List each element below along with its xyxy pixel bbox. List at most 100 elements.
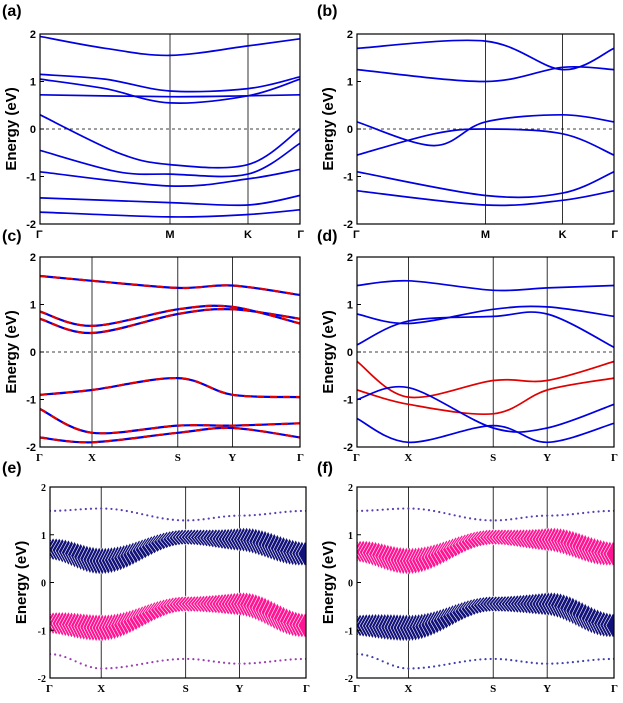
panel-e: (e)Energy (eV)210-1-2Γ X S Y Γ bbox=[2, 460, 310, 695]
y-tick-label: 2 bbox=[348, 483, 353, 494]
band-line bbox=[40, 274, 300, 297]
x-tick-label: X bbox=[97, 683, 105, 695]
band-line bbox=[357, 360, 614, 399]
y-tick-label: 0 bbox=[348, 579, 353, 590]
y-axis-label: Energy (eV) bbox=[3, 87, 20, 170]
panel-label: (d) bbox=[317, 228, 337, 245]
plot-frame bbox=[356, 486, 615, 679]
y-axis-label: Energy (eV) bbox=[320, 541, 337, 624]
y-tick-label: 0 bbox=[30, 124, 36, 136]
band-line bbox=[357, 377, 614, 416]
plot-area bbox=[357, 34, 614, 224]
thin-band bbox=[50, 507, 306, 522]
x-tick-label: S bbox=[183, 683, 189, 695]
plot-area bbox=[40, 257, 300, 447]
x-tick-label: Y bbox=[543, 683, 551, 695]
x-tick-label: Γ bbox=[36, 452, 43, 464]
y-tick-label: 1 bbox=[347, 300, 353, 312]
panel-b: (b)Energy (eV)210-1-2Γ M K Γ bbox=[317, 3, 618, 241]
panel-label: (b) bbox=[317, 3, 337, 20]
panel-a: (a)Energy (eV)210-1-2Γ M K Γ bbox=[2, 3, 304, 241]
y-tick-label: -1 bbox=[26, 172, 36, 184]
y-tick-label: 2 bbox=[41, 483, 46, 494]
x-tick-label: Γ bbox=[611, 683, 618, 695]
y-tick-label: 2 bbox=[30, 29, 36, 41]
y-tick-label: -2 bbox=[345, 674, 353, 685]
x-tick-label: Y bbox=[235, 683, 243, 695]
x-tick-label: Γ bbox=[46, 683, 53, 695]
y-tick-label: 0 bbox=[41, 579, 46, 590]
y-tick-label: 2 bbox=[347, 29, 353, 41]
band-line bbox=[40, 376, 300, 399]
y-tick-label: -2 bbox=[26, 219, 36, 231]
panel-d: (d)Energy (eV)210-1-2Γ X S Y Γ bbox=[317, 228, 618, 464]
y-tick-label: -2 bbox=[38, 674, 46, 685]
band-line bbox=[357, 65, 614, 83]
y-axis-label: Energy (eV) bbox=[3, 310, 20, 393]
band-line bbox=[357, 128, 614, 156]
x-tick-label: Y bbox=[543, 452, 551, 464]
band-line bbox=[40, 73, 300, 93]
x-tick-label: X bbox=[404, 452, 412, 464]
panel-label: (a) bbox=[2, 3, 22, 20]
band-line bbox=[357, 385, 614, 433]
y-tick-label: 0 bbox=[347, 347, 353, 359]
band-line bbox=[357, 189, 614, 207]
fat-band bbox=[357, 591, 614, 643]
band-line bbox=[40, 274, 300, 297]
band-line bbox=[40, 142, 300, 178]
panel-label: (e) bbox=[2, 460, 22, 477]
x-tick-label: Γ bbox=[611, 452, 618, 464]
x-tick-label: Γ bbox=[36, 229, 43, 241]
x-tick-label: S bbox=[490, 452, 496, 464]
x-tick-label: X bbox=[88, 452, 96, 464]
plot-area bbox=[357, 257, 614, 447]
panel-label: (f) bbox=[317, 460, 333, 477]
band-line bbox=[357, 113, 614, 147]
x-tick-label: Γ bbox=[353, 452, 360, 464]
band-line bbox=[357, 417, 614, 444]
x-tick-label: Γ bbox=[297, 452, 304, 464]
y-tick-label: 2 bbox=[347, 252, 353, 264]
band-line bbox=[40, 308, 300, 335]
y-tick-label: 1 bbox=[348, 531, 353, 542]
thin-band bbox=[50, 653, 306, 670]
y-tick-label: 1 bbox=[30, 300, 36, 312]
x-tick-label: Y bbox=[228, 452, 236, 464]
y-tick-label: -1 bbox=[345, 626, 353, 637]
y-tick-label: -1 bbox=[343, 395, 353, 407]
thin-band bbox=[357, 653, 614, 670]
x-tick-label: M bbox=[481, 229, 490, 241]
plot-area bbox=[357, 487, 614, 678]
band-line bbox=[357, 305, 614, 325]
band-line bbox=[40, 426, 300, 444]
band-line bbox=[357, 279, 614, 292]
band-line bbox=[357, 39, 614, 71]
y-axis-label: Energy (eV) bbox=[13, 541, 30, 624]
x-tick-label: X bbox=[404, 683, 412, 695]
y-tick-label: -1 bbox=[343, 172, 353, 184]
band-line bbox=[357, 311, 614, 349]
band-line bbox=[40, 208, 300, 218]
y-tick-label: -1 bbox=[26, 395, 36, 407]
y-tick-label: -1 bbox=[38, 626, 46, 637]
x-tick-label: S bbox=[490, 683, 496, 695]
fat-band bbox=[357, 526, 614, 576]
plot-area bbox=[40, 34, 300, 224]
fat-band bbox=[50, 526, 306, 576]
panel-c: (c)Energy (eV)210-1-2Γ X S Y Γ bbox=[2, 228, 304, 464]
x-tick-label: Γ bbox=[303, 683, 310, 695]
plot-area bbox=[50, 487, 306, 678]
y-tick-label: 2 bbox=[30, 252, 36, 264]
band-line bbox=[40, 35, 300, 57]
x-tick-label: Γ bbox=[353, 229, 360, 241]
band-line bbox=[40, 78, 300, 104]
y-tick-label: -2 bbox=[343, 442, 353, 454]
panel-label: (c) bbox=[2, 228, 22, 245]
x-tick-label: Γ bbox=[611, 229, 618, 241]
x-tick-label: K bbox=[244, 229, 252, 241]
fat-band bbox=[50, 591, 306, 643]
band-line bbox=[40, 114, 300, 169]
y-tick-label: 1 bbox=[30, 77, 36, 89]
